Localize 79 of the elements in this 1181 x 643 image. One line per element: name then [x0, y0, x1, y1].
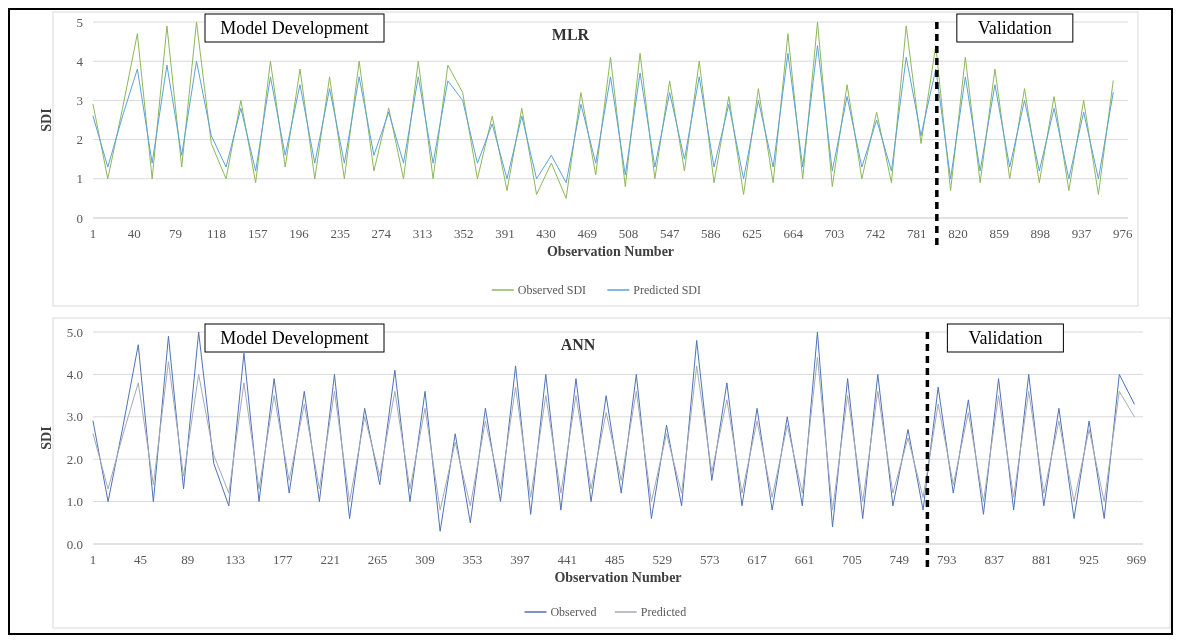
x-tick-label: 469: [577, 226, 598, 241]
x-tick-label: 976: [1112, 226, 1133, 241]
x-tick-label: 625: [742, 226, 762, 241]
x-tick-label: 274: [371, 226, 392, 241]
line-series: [92, 331, 1135, 532]
y-tick-label: 0: [76, 210, 83, 226]
annotation: Model Development: [220, 18, 369, 38]
x-tick-label: 485: [605, 552, 625, 567]
x-tick-label: 235: [330, 226, 350, 241]
y-axis-title: SDI: [39, 108, 54, 132]
y-tick-label: 3.0: [66, 409, 83, 425]
y-tick-label: 1.0: [66, 494, 83, 510]
line-series: [92, 45, 1114, 184]
x-tick-label: 157: [248, 226, 269, 241]
x-tick-label: 309: [415, 552, 435, 567]
x-tick-label: 793: [937, 552, 957, 567]
legend-label: Observed: [550, 605, 597, 620]
x-axis-title: Observation Number: [554, 570, 682, 585]
annotation: Model Development: [220, 328, 369, 348]
x-tick-label: 925: [1079, 552, 1099, 567]
line-series: [92, 356, 1135, 511]
x-tick-label: 573: [699, 552, 720, 567]
x-tick-label: 313: [412, 226, 433, 241]
y-tick-label: 2.0: [66, 451, 83, 467]
y-tick-label: 4: [76, 53, 84, 69]
x-tick-label: 40: [127, 226, 141, 241]
x-tick-label: 89: [181, 552, 195, 567]
y-tick-label: 2: [76, 132, 83, 148]
x-tick-label: 353: [462, 552, 483, 567]
x-tick-label: 881: [1031, 552, 1052, 567]
x-tick-label: 781: [907, 226, 927, 241]
x-tick-label: 664: [783, 226, 804, 241]
x-tick-label: 177: [272, 552, 293, 567]
x-tick-label: 749: [889, 552, 910, 567]
y-axis-title: SDI: [39, 426, 54, 450]
x-tick-label: 859: [989, 226, 1009, 241]
x-tick-label: 221: [320, 552, 340, 567]
y-tick-label: 4.0: [66, 366, 83, 382]
y-tick-label: 1: [76, 171, 83, 187]
x-tick-label: 79: [168, 226, 182, 241]
x-tick-label: 133: [225, 552, 246, 567]
x-tick-label: 508: [618, 226, 639, 241]
chart-title: ANN: [560, 336, 596, 353]
x-tick-label: 703: [824, 226, 845, 241]
x-tick-label: 441: [557, 552, 578, 567]
legend-label: Observed SDI: [517, 283, 587, 298]
x-tick-label: 617: [747, 552, 768, 567]
y-tick-label: 3: [76, 92, 83, 108]
y-tick-label: 0.0: [66, 536, 83, 552]
x-tick-label: 45: [133, 552, 147, 567]
x-tick-label: 969: [1126, 552, 1147, 567]
x-tick-label: 937: [1071, 226, 1092, 241]
x-tick-label: 352: [453, 226, 474, 241]
x-tick-label: 265: [367, 552, 388, 567]
y-tick-label: 5.0: [66, 324, 83, 340]
legend-label: Predicted: [640, 605, 687, 620]
x-tick-label: 742: [865, 226, 886, 241]
x-tick-label: 547: [659, 226, 680, 241]
x-tick-label: 196: [289, 226, 310, 241]
chart-title: MLR: [551, 26, 590, 43]
x-tick-label: 118: [207, 226, 227, 241]
x-tick-label: 586: [701, 226, 722, 241]
y-tick-label: 5: [76, 14, 83, 30]
x-tick-label: 397: [510, 552, 531, 567]
x-tick-label: 1: [89, 226, 97, 241]
annotation: Validation: [968, 328, 1043, 348]
x-tick-label: 820: [948, 226, 968, 241]
x-tick-label: 529: [652, 552, 672, 567]
x-tick-label: 1: [89, 552, 97, 567]
x-tick-label: 430: [536, 226, 556, 241]
x-tick-label: 705: [842, 552, 862, 567]
annotation: Validation: [977, 18, 1052, 38]
line-series: [92, 21, 1114, 199]
x-tick-label: 898: [1030, 226, 1051, 241]
legend-label: Predicted SDI: [633, 283, 702, 298]
x-tick-label: 837: [984, 552, 1005, 567]
x-tick-label: 391: [495, 226, 515, 241]
x-axis-title: Observation Number: [546, 244, 675, 259]
x-tick-label: 661: [794, 552, 815, 567]
